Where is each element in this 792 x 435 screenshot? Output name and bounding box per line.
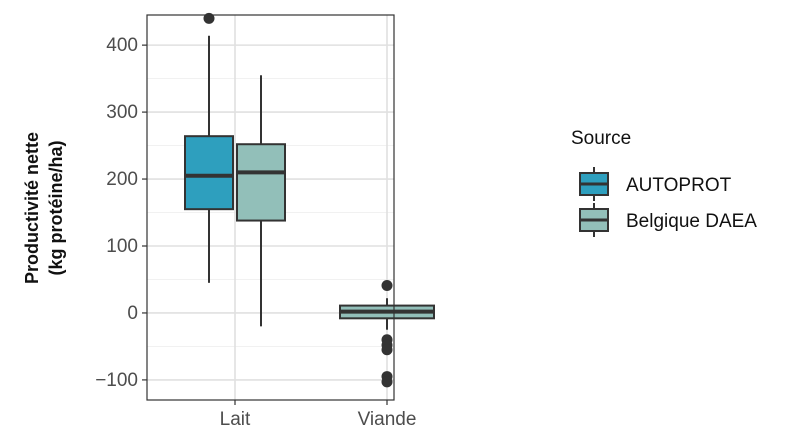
- boxes: [184, 12, 435, 388]
- outlier-point: [381, 280, 393, 292]
- x-tick-label: Viande: [358, 409, 417, 430]
- legend-item: Belgique DAEA: [579, 203, 757, 237]
- legend-item: AUTOPROT: [579, 167, 732, 201]
- box-belgique-daea-lait: [236, 75, 286, 327]
- box-autoprot-lait: [184, 12, 234, 283]
- y-axis-title-line2: (kg protéine/ha): [46, 140, 66, 275]
- y-axis: −100 0 100 200 300 400: [95, 35, 147, 391]
- outlier-point: [381, 376, 393, 388]
- box-body: [184, 135, 234, 211]
- panel-border: [146, 14, 395, 401]
- outlier-point: [381, 344, 393, 356]
- y-tick-label: 0: [127, 303, 138, 324]
- legend-title: Source: [571, 128, 631, 149]
- legend-label: AUTOPROT: [626, 175, 732, 196]
- y-axis-title-line1: Productivité nette: [22, 132, 42, 284]
- y-tick-label: 100: [106, 236, 138, 257]
- y-tick-label: 200: [106, 169, 138, 190]
- y-tick-label: 300: [106, 102, 138, 123]
- x-tick-label: Lait: [220, 409, 251, 430]
- x-axis: Lait Viande: [220, 400, 417, 430]
- y-tick-label: −100: [95, 370, 138, 391]
- y-tick-label: 400: [106, 35, 138, 56]
- box-belgique-daea-viande: [339, 280, 435, 388]
- legend-label: Belgique DAEA: [626, 211, 757, 232]
- box-body: [236, 143, 286, 222]
- legend: Source AUTOPROT Belgique DAEA: [571, 128, 757, 237]
